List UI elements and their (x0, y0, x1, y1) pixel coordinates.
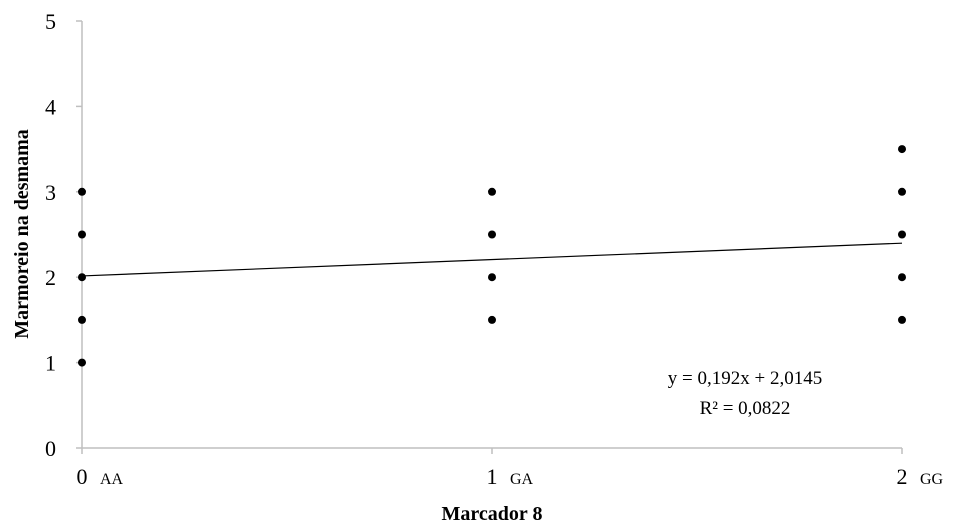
x-tick-genotype-label: AA (100, 471, 124, 488)
data-point (898, 273, 906, 282)
y-tick-label: 3 (45, 180, 56, 205)
data-point (78, 315, 86, 324)
data-point (78, 273, 86, 282)
r-squared-label: R² = 0,0822 (700, 398, 791, 419)
data-point (78, 358, 86, 367)
x-tick-genotype-label: GG (920, 471, 944, 488)
points-layer (78, 145, 906, 367)
trendline-layer (81, 242, 903, 277)
data-point (898, 315, 906, 324)
y-tick-label: 2 (45, 265, 56, 290)
linear-trendline (81, 242, 903, 277)
x-tick-label: 0 (77, 464, 88, 489)
y-tick-label: 5 (45, 9, 56, 34)
x-tick-genotype-label: GA (510, 471, 534, 488)
y-axis-title: Marmoreio na desmama (11, 129, 33, 339)
data-point (488, 315, 496, 324)
data-point (898, 187, 906, 196)
data-point (78, 230, 86, 239)
data-point (78, 187, 86, 196)
x-tick-label: 1 (487, 464, 498, 489)
y-axis: 0 1 2 3 4 5 (45, 9, 83, 461)
data-point (898, 230, 906, 239)
data-point (488, 230, 496, 239)
trendline-equation: y = 0,192x + 2,0145 (668, 368, 822, 389)
y-tick-label: 1 (45, 351, 56, 376)
data-point (488, 273, 496, 282)
data-point (898, 145, 906, 154)
x-tick-label: 2 (897, 464, 908, 489)
x-axis-title: Marcador 8 (442, 503, 543, 525)
data-point (488, 187, 496, 196)
y-tick-label: 0 (45, 436, 56, 461)
y-tick-label: 4 (45, 94, 56, 119)
x-axis: 0 AA 1 GA 2 GG (77, 447, 944, 489)
